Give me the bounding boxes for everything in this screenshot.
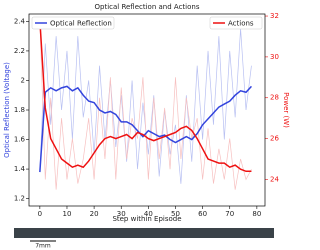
y-axis-label: Optical Reflection (Voltage) bbox=[3, 62, 11, 158]
x-tick-label: 10 bbox=[63, 210, 72, 218]
legend-box bbox=[209, 16, 263, 30]
x-tick-label: 70 bbox=[225, 210, 234, 218]
x-axis-label: Step within Episode bbox=[112, 215, 181, 223]
y-tick-label: 2.2 bbox=[14, 47, 25, 55]
x-tick-label: 40 bbox=[144, 210, 153, 218]
y-tick-label: 1.4 bbox=[14, 165, 26, 173]
y2-tick-label: 24 bbox=[270, 175, 279, 183]
legend-label: Optical Reflection bbox=[50, 20, 112, 28]
y2-tick-label: 28 bbox=[270, 94, 279, 102]
series-line bbox=[39, 85, 252, 173]
series-line bbox=[39, 20, 252, 173]
y-tick-label: 1.2 bbox=[14, 195, 25, 203]
x-tick-label: 0 bbox=[38, 210, 42, 218]
scale-label: 7mm bbox=[35, 243, 51, 250]
x-tick-label: 50 bbox=[171, 210, 180, 218]
x-tick-label: 80 bbox=[252, 210, 261, 218]
y2-tick-label: 26 bbox=[270, 135, 279, 143]
x-tick-label: 60 bbox=[198, 210, 207, 218]
x-tick-label: 30 bbox=[117, 210, 126, 218]
y2-tick-label: 30 bbox=[270, 53, 279, 61]
chart-title: Optical Reflection and Actions bbox=[95, 3, 200, 11]
y-tick-label: 2.4 bbox=[14, 17, 26, 25]
page: {"chart_data": {"type": "line", "title":… bbox=[3, 3, 290, 250]
y-tick-label: 1.6 bbox=[14, 136, 26, 144]
legend-box bbox=[31, 16, 115, 30]
plot-frame bbox=[28, 13, 266, 207]
y2-axis-label: Power (W) bbox=[282, 92, 290, 128]
image-strip bbox=[14, 228, 274, 238]
y-tick-label: 2 bbox=[21, 76, 25, 84]
y-tick-label: 1.8 bbox=[14, 106, 25, 114]
x-tick-label: 20 bbox=[90, 210, 99, 218]
legend-label: Actions bbox=[228, 20, 254, 28]
chart: Optical Reflection and Actions Step with… bbox=[3, 3, 290, 250]
y2-tick-label: 32 bbox=[270, 12, 279, 20]
raw-line bbox=[39, 20, 252, 190]
